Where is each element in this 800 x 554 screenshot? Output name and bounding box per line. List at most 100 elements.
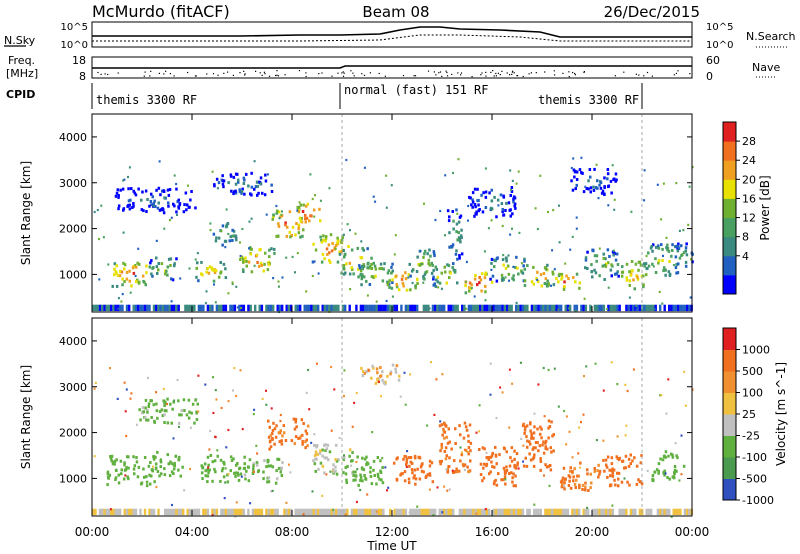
heatmap-cell	[330, 508, 333, 516]
heatmap-cell	[412, 476, 415, 480]
x-tick-label: 00:00	[675, 525, 710, 539]
heatmap-cell	[547, 464, 550, 468]
heatmap-cell	[631, 459, 634, 463]
heatmap-cell	[463, 448, 466, 451]
heatmap-cell	[275, 469, 278, 473]
heatmap-cell	[128, 269, 131, 273]
heatmap-cell	[373, 474, 376, 477]
heatmap-cell	[250, 247, 253, 251]
heatmap-cell	[573, 170, 577, 174]
colorbar-tick-label: 16	[742, 192, 756, 205]
heatmap-cell	[647, 304, 651, 312]
heatmap-cell	[301, 210, 305, 213]
heatmap-cell	[467, 304, 471, 312]
heatmap-cell	[224, 481, 227, 484]
heatmap-cell	[492, 508, 495, 516]
heatmap-cell	[575, 216, 578, 219]
heatmap-cell	[369, 475, 373, 478]
heatmap-cell	[557, 508, 561, 516]
heatmap-cell	[163, 227, 166, 230]
heatmap-cell	[113, 459, 117, 463]
heatmap-cell	[267, 459, 270, 463]
heatmap-cell	[453, 270, 457, 274]
heatmap-cell	[532, 265, 535, 269]
heatmap-cell	[637, 478, 640, 482]
heatmap-cell	[590, 263, 593, 267]
heatmap-cell	[332, 508, 334, 511]
heatmap-cell	[235, 463, 238, 467]
heatmap-cell	[304, 440, 307, 444]
heatmap-cell	[471, 200, 475, 204]
heatmap-cell	[312, 242, 315, 246]
heatmap-cell	[155, 304, 158, 312]
heatmap-cell	[113, 462, 116, 466]
heatmap-cell	[494, 304, 498, 312]
heatmap-cell	[421, 262, 424, 265]
heatmap-cell	[237, 478, 241, 482]
heatmap-cell	[615, 455, 618, 459]
heatmap-cell	[386, 271, 390, 275]
heatmap-cell	[172, 202, 175, 206]
heatmap-cell	[256, 193, 259, 197]
heatmap-cell	[256, 261, 259, 264]
heatmap-cell	[611, 474, 615, 478]
heatmap-cell	[172, 472, 175, 476]
heatmap-cell	[98, 237, 100, 241]
heatmap-cell	[385, 206, 388, 209]
heatmap-cell	[155, 402, 158, 406]
heatmap-cell	[521, 271, 525, 275]
heatmap-cell	[478, 430, 481, 433]
heatmap-cell	[484, 206, 488, 209]
heatmap-cell	[130, 392, 133, 395]
heatmap-cell	[389, 370, 393, 374]
heatmap-cell	[484, 508, 487, 511]
heatmap-cell	[150, 474, 153, 478]
heatmap-cell	[500, 273, 504, 277]
heatmap-cell	[634, 304, 637, 312]
heatmap-cell	[225, 208, 228, 211]
heatmap-cell	[119, 508, 122, 516]
heatmap-cell	[378, 267, 381, 271]
heatmap-cell	[255, 444, 258, 447]
heatmap-cell	[171, 278, 175, 282]
heatmap-cell	[675, 263, 678, 266]
heatmap-cell	[535, 508, 538, 516]
heatmap-cell	[482, 462, 486, 466]
heatmap-cell	[278, 440, 281, 444]
heatmap-cell	[146, 376, 149, 380]
heatmap-cell	[691, 260, 694, 264]
heatmap-cell	[319, 235, 322, 239]
heatmap-cell	[170, 216, 173, 219]
heatmap-cell	[233, 367, 236, 370]
heatmap-cell	[175, 187, 178, 191]
heatmap-cell	[270, 407, 273, 410]
heatmap-cell	[485, 462, 489, 466]
heatmap-cell	[321, 252, 325, 256]
heatmap-cell	[381, 466, 384, 469]
heatmap-cell	[528, 440, 531, 444]
colorbar-swatch	[723, 478, 736, 501]
heatmap-cell	[565, 274, 568, 278]
heatmap-cell	[226, 473, 229, 477]
heatmap-cell	[689, 296, 692, 299]
heatmap-cell	[586, 267, 589, 270]
heatmap-cell	[513, 449, 516, 453]
heatmap-cell	[377, 508, 381, 516]
heatmap-cell	[323, 443, 326, 447]
heatmap-cell	[451, 266, 454, 270]
heatmap-cell	[446, 489, 449, 492]
heatmap-cell	[423, 202, 425, 205]
heatmap-cell	[159, 458, 162, 461]
heatmap-cell	[309, 173, 312, 176]
heatmap-cell	[463, 304, 466, 312]
heatmap-cell	[601, 264, 604, 268]
heatmap-cell	[142, 467, 145, 471]
heatmap-cell	[242, 508, 246, 516]
heatmap-cell	[234, 191, 238, 195]
heatmap-cell	[574, 280, 577, 284]
heatmap-cell	[391, 363, 395, 367]
heatmap-cell	[446, 209, 450, 213]
heatmap-cell	[679, 304, 682, 312]
heatmap-cell	[633, 287, 636, 291]
heatmap-cell	[219, 458, 223, 462]
